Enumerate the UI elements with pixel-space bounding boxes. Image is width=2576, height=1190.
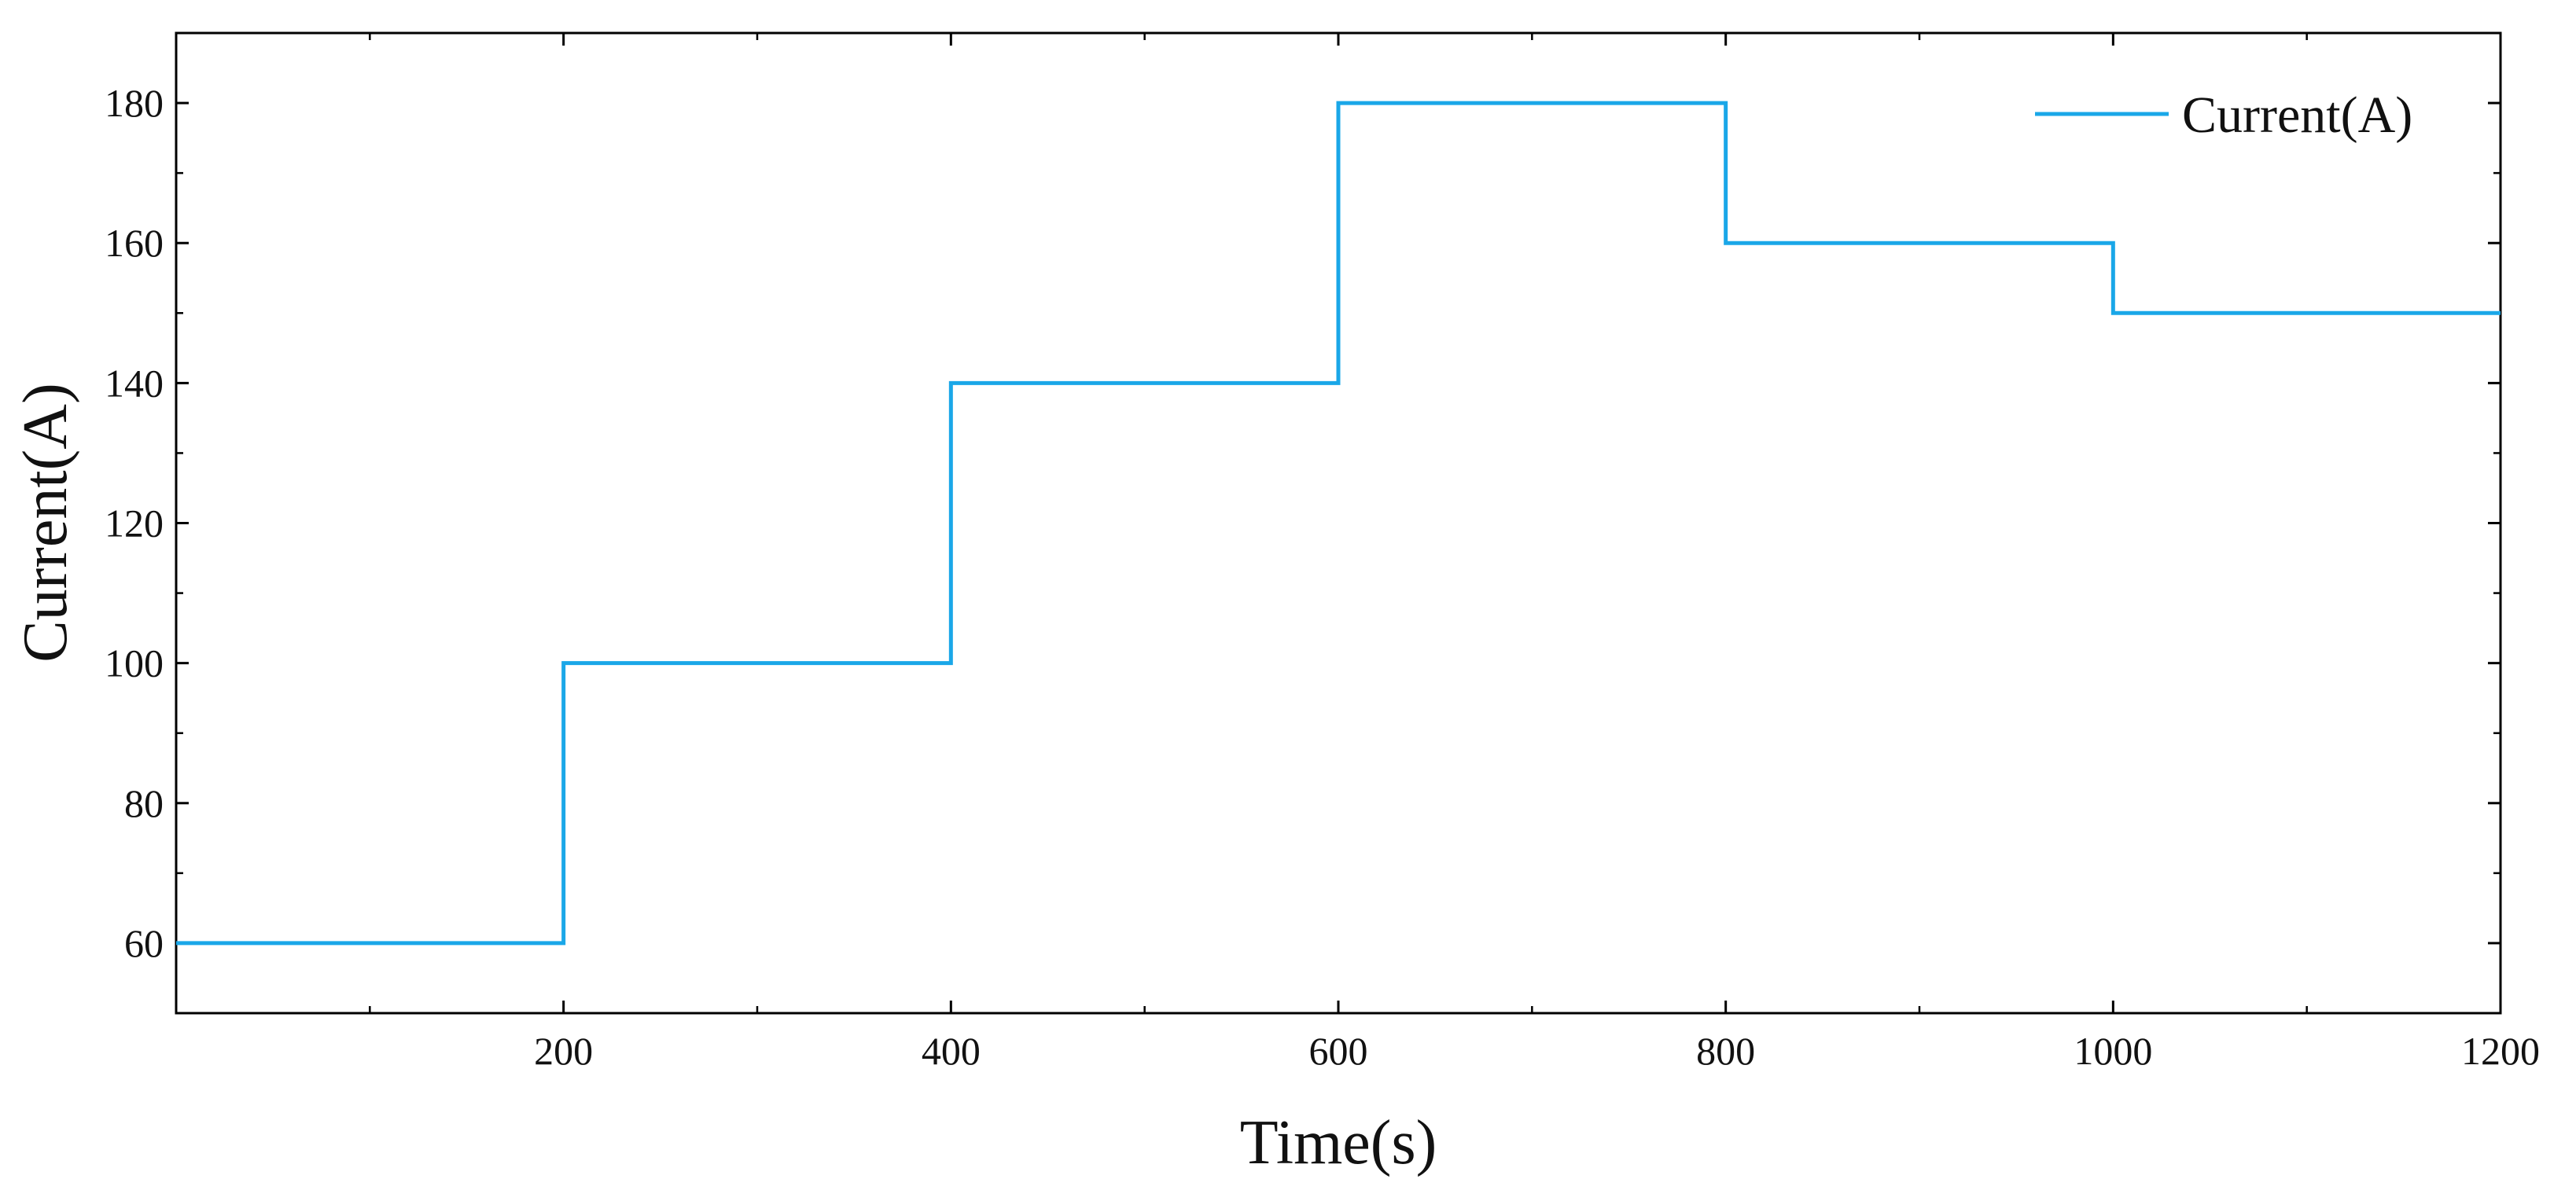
x-tick-labels: 200 400 600 800 1000 1200 xyxy=(534,1029,2540,1073)
y-tick-label: 100 xyxy=(105,641,164,685)
y-tick-label: 160 xyxy=(105,221,164,265)
x-tick-label: 1000 xyxy=(2074,1029,2152,1073)
x-tick-label: 800 xyxy=(1696,1029,1755,1073)
y-tick-label: 60 xyxy=(124,921,164,965)
y-tick-label: 80 xyxy=(124,781,164,825)
x-tick-label: 400 xyxy=(922,1029,981,1073)
legend-label: Current(A) xyxy=(2182,86,2412,144)
series-line-0 xyxy=(176,101,2501,946)
x-axis-title: Time(s) xyxy=(1240,1108,1437,1177)
y-tick-label: 120 xyxy=(105,501,164,545)
x-tick-label: 1200 xyxy=(2461,1029,2540,1073)
series-group xyxy=(176,101,2501,946)
legend: Current(A) xyxy=(2035,86,2412,144)
x-tick-label: 200 xyxy=(534,1029,593,1073)
x-tick-label: 600 xyxy=(1309,1029,1368,1073)
y-tick-labels: 60 80 100 120 140 160 180 xyxy=(105,81,164,965)
y-tick-label: 140 xyxy=(105,361,164,405)
y-tick-label: 180 xyxy=(105,81,164,125)
y-axis-title: Current(A) xyxy=(11,383,80,662)
